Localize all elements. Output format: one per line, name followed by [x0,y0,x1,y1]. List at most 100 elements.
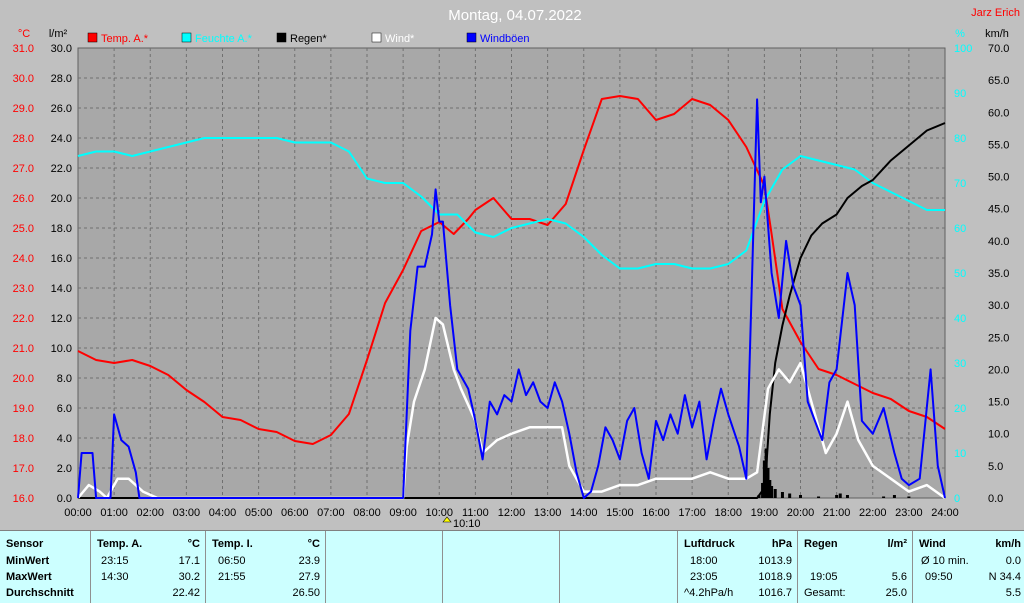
stats-sensor-column: Sensor MinWert MaxWert Durchschnitt [0,531,90,603]
rain-bar [768,480,772,498]
time-tick-label: 11:00 [462,507,489,519]
wind-tick-label: 30.0 [988,300,1009,312]
humidity-tick-label: 30 [954,358,966,370]
time-tick-label: 07:00 [317,507,345,519]
pressure-max-time: 23:05 [690,571,718,583]
legend-label: Wind* [385,33,415,45]
wind-max-value: N 34.4 [988,571,1021,583]
row-label-min: MinWert [6,555,50,567]
temp-tick-label: 31.0 [13,43,34,55]
legend-label: Regen* [290,33,327,45]
weather-chart: 31.0 30.0 29.0 28.0 27.0 26.0 25.0 24.0 23.0 22.0… [12,7,1020,530]
rain-bar [770,486,774,498]
temp-tick-label: 21.0 [13,343,34,355]
time-tick-label: 20:00 [787,507,815,519]
temp-tick-label: 23.0 [13,283,34,295]
humidity-tick-label: 70 [954,178,966,190]
time-tick-label: 15:00 [606,507,634,519]
temp-i-min-value: 23.9 [298,555,320,567]
time-tick-label: 09:00 [389,507,417,519]
time-tick-label: 21:00 [823,507,851,519]
legend-label: Windböen [480,33,530,45]
temp-unit-label: °C [18,28,30,40]
humidity-tick-label: 60 [954,223,966,235]
time-tick-label: 17:00 [678,507,706,519]
rain-tick-label: 12.0 [51,313,72,325]
series-line-temp [77,95,946,445]
temp-tick-label: 28.0 [13,133,34,145]
time-tick-label: 03:00 [173,507,201,519]
time-tick-label: 04:00 [209,507,237,519]
legend-swatch [371,32,382,43]
rain-max-time: 19:05 [810,571,838,583]
wind-tick-label: 45.0 [988,204,1009,216]
time-tick-label: 05:00 [245,507,273,519]
series-line-wind [77,98,946,499]
statistics-panel: Sensor MinWert MaxWert Durchschnitt Temp… [0,530,1024,603]
series-line-rain [78,122,946,499]
rain-tick-label: 4.0 [57,433,72,445]
wind-tick-label: 60.0 [988,107,1009,119]
rain-tick-label: 30.0 [51,43,72,55]
rain-tick-label: 14.0 [51,283,72,295]
humidity-tick-label: 100 [954,43,972,55]
humidity-tick-label: 0 [954,493,960,505]
wind-avg10-label: Ø 10 min. [921,555,969,567]
temp-a-min-value: 17.1 [178,555,200,567]
pressure-min-value: 1013.9 [758,555,792,567]
humidity-tick-label: 50 [954,268,966,280]
sensor-header: Sensor [6,538,44,550]
rain-bar [892,495,896,498]
time-tick-label: 12:00 [498,507,526,519]
time-tick-label: 23:00 [895,507,923,519]
temp-tick-label: 25.0 [13,223,34,235]
humidity-tick-label: 40 [954,313,966,325]
temp-tick-label: 16.0 [13,493,34,505]
temp-a-unit: °C [187,538,200,550]
stats-pressure-column: Luftdruck hPa 18:00 1013.9 23:05 1018.9 … [677,531,798,603]
time-tick-label: 22:00 [859,507,887,519]
wind-tick-label: 5.0 [988,461,1003,473]
rain-bar [773,489,777,498]
rain-header: Regen [804,538,838,550]
time-marker: 10:10 [442,516,481,530]
wind-tick-label: 70.0 [988,43,1009,55]
time-tick-label: 14:00 [570,507,598,519]
rain-bar [907,496,911,498]
rain-tick-label: 22.0 [51,163,72,175]
legend-swatch [87,32,98,43]
temp-tick-label: 24.0 [13,253,34,265]
stats-rain-column: Regen l/m² 19:05 5.6 Gesamt: 25.0 [797,531,913,603]
stats-empty-column-3 [559,531,678,603]
time-tick-label: 18:00 [714,507,742,519]
rain-tick-label: 24.0 [51,133,72,145]
wind-tick-label: 25.0 [988,332,1009,344]
pressure-max-value: 1018.9 [758,571,792,583]
rain-unit: l/m² [887,538,907,550]
stats-temp-i-column: Temp. I. °C 06:50 23.9 21:55 27.9 26.50 [205,531,326,603]
rain-bar [835,495,839,498]
temp-tick-label: 27.0 [13,163,34,175]
rain-bar [766,468,770,498]
wind-header: Wind [919,538,946,550]
rain-bar [838,493,842,498]
temp-i-max-value: 27.9 [298,571,320,583]
wind-tick-label: 55.0 [988,139,1009,151]
stats-temp-a-column: Temp. A. °C 23:15 17.1 14:30 30.2 22.42 [90,531,206,603]
rain-tick-label: 6.0 [57,403,72,415]
wind-unit-label: km/h [985,28,1009,40]
series-line-humidity [77,137,945,270]
temp-tick-label: 17.0 [13,463,34,475]
time-tick-label: 01:00 [100,507,128,519]
rain-tick-label: 16.0 [51,253,72,265]
temp-i-avg-value: 26.50 [292,587,320,599]
pressure-avg-value: 1016.7 [758,587,792,599]
temp-tick-label: 22.0 [13,313,34,325]
rain-total-label: Gesamt: [804,587,846,599]
temp-i-min-time: 06:50 [218,555,246,567]
stats-empty-column-1 [325,531,443,603]
wind-avg10-value: 0.0 [1005,555,1021,567]
humidity-tick-label: 10 [954,448,966,460]
temp-i-max-time: 21:55 [218,571,246,583]
